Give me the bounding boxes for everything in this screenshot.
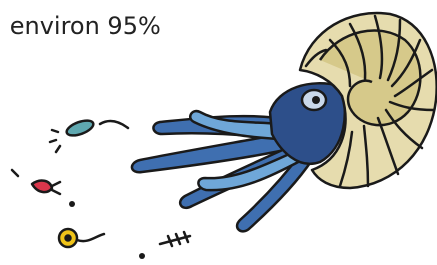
- nautilus: [132, 13, 437, 231]
- dot: [69, 201, 75, 207]
- critters: [12, 118, 190, 247]
- caption: : environ 95%: [0, 12, 161, 40]
- dot: [139, 253, 145, 259]
- illustration: : environ 95%: [0, 0, 437, 265]
- pupil: [312, 96, 320, 104]
- page: : environ 95%: [0, 0, 437, 265]
